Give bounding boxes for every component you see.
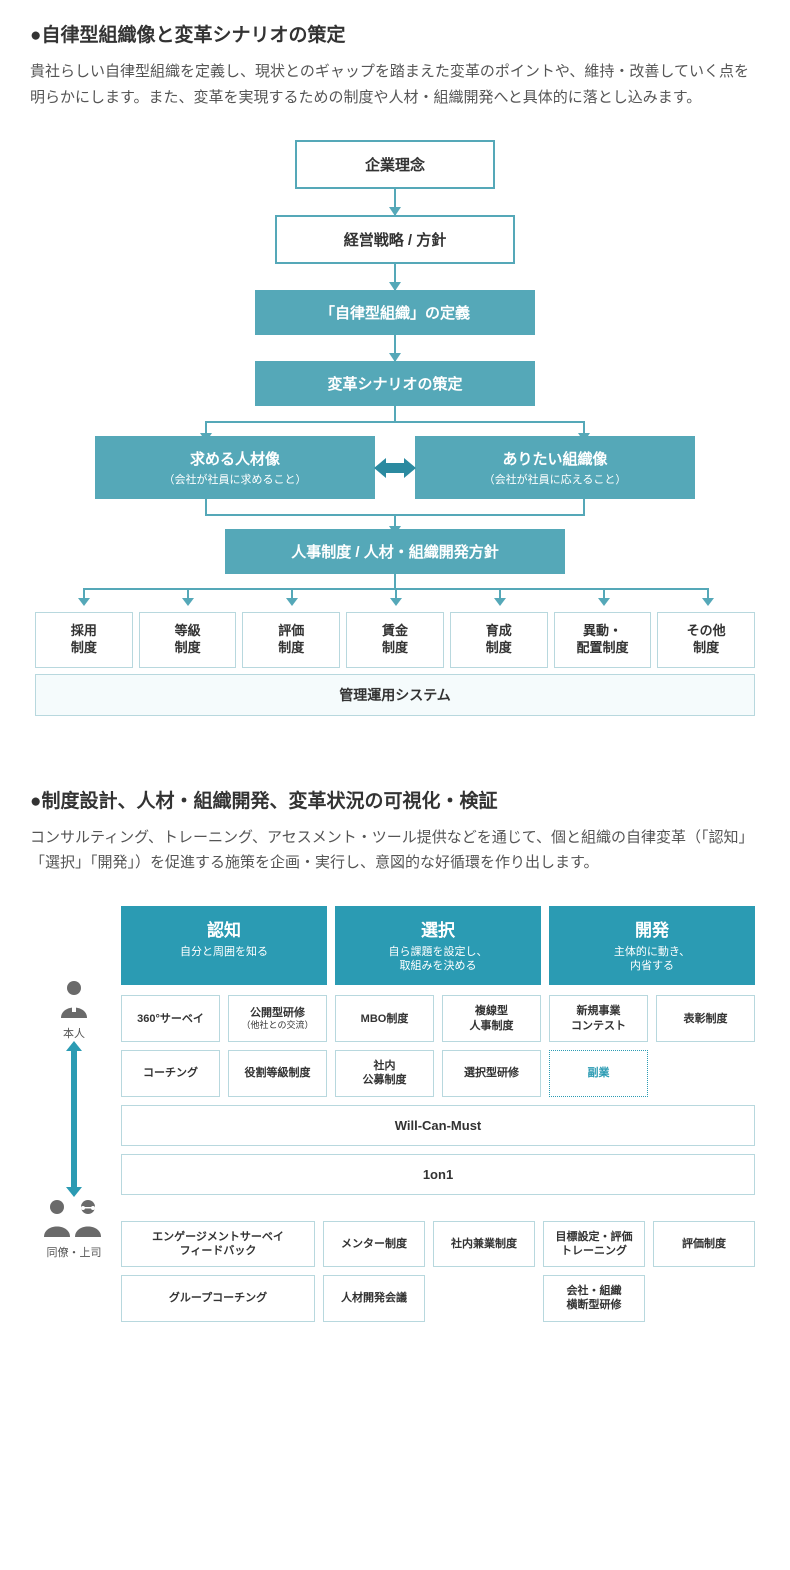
matrix-cell: 公開型研修（他社との交流） xyxy=(228,995,327,1042)
matrix-cell: 人材開発会議 xyxy=(323,1275,425,1322)
fc-node-sublabel: （会社が社員に応えること） xyxy=(425,471,685,487)
fc-fanout-connector xyxy=(35,574,755,606)
fc-mgmt-system: 管理運用システム xyxy=(35,674,755,716)
matrix-cell: 役割等級制度 xyxy=(228,1050,327,1097)
matrix-cell: 評価制度 xyxy=(653,1221,755,1268)
fc-node-label: ありたい組織像 xyxy=(502,451,607,468)
section1-title: ●自律型組織像と変革シナリオの策定 xyxy=(30,20,760,47)
matrix-header-cell: 認知自分と周囲を知る xyxy=(121,906,327,986)
fc-system-cell: 異動・配置制度 xyxy=(554,612,652,668)
matrix-cell: 社内兼業制度 xyxy=(433,1221,535,1268)
matrix-cell: メンター制度 xyxy=(323,1221,425,1268)
fc-arrow xyxy=(394,335,396,361)
fc-node-scenario: 変革シナリオの策定 xyxy=(255,361,535,406)
matrix-cell: エンゲージメントサーベイフィードバック xyxy=(121,1221,315,1268)
matrix-cell: 社内公募制度 xyxy=(335,1050,434,1097)
matrix-row: 360°サーベイ公開型研修（他社との交流）MBO制度複線型人事制度新規事業コンテ… xyxy=(121,995,755,1042)
matrix-header-cell: 選択自ら課題を設定し、取組みを決める xyxy=(335,906,541,986)
person-self-icon xyxy=(35,978,113,1023)
matrix-body: 360°サーベイ公開型研修（他社との交流）MBO制度複線型人事制度新規事業コンテ… xyxy=(121,995,755,1321)
matrix-cell: コーチング xyxy=(121,1050,220,1097)
label-peers: 同僚・上司 xyxy=(35,1244,113,1260)
fc-node-label: 求める人材像 xyxy=(190,451,280,468)
fc-systems-row: 採用制度等級制度評価制度賃金制度育成制度異動・配置制度その他制度 xyxy=(35,612,755,668)
fc-system-cell: 育成制度 xyxy=(450,612,548,668)
fc-arrow xyxy=(394,189,396,215)
fc-node-philosophy: 企業理念 xyxy=(295,140,495,189)
matrix-header-cell: 開発主体的に動き、内省する xyxy=(549,906,755,986)
matrix-cell: 表彰制度 xyxy=(656,995,755,1042)
fc-node-definition: 「自律型組織」の定義 xyxy=(255,290,535,335)
fc-node-org-vision: ありたい組織像 （会社が社員に応えること） xyxy=(415,436,695,499)
matrix-wide-row: 1on1 xyxy=(121,1154,755,1195)
matrix-cell: 新規事業コンテスト xyxy=(549,995,648,1042)
fc-node-hr-policy: 人事制度 / 人材・組織開発方針 xyxy=(225,529,565,574)
matrix-left-column: 本人 同僚・上司 xyxy=(35,978,113,1308)
section2-desc: コンサルティング、トレーニング、アセスメント・ツール提供などを通じて、個と組織の… xyxy=(30,825,760,876)
matrix-cell: 選択型研修 xyxy=(442,1050,541,1097)
bidirectional-arrow-icon xyxy=(374,456,416,485)
matrix-row: グループコーチング人材開発会議 会社・組織横断型研修 xyxy=(121,1275,755,1322)
flowchart-diagram: 企業理念 経営戦略 / 方針 「自律型組織」の定義 変革シナリオの策定 求める人… xyxy=(35,140,755,716)
fc-node-talent-profile: 求める人材像 （会社が社員に求めること） xyxy=(95,436,375,499)
matrix-cell: 360°サーベイ xyxy=(121,995,220,1042)
matrix-wide-row: Will-Can-Must xyxy=(121,1105,755,1146)
label-self: 本人 xyxy=(35,1025,113,1041)
fc-merge-connector xyxy=(35,499,755,529)
fc-node-sublabel: （会社が社員に求めること） xyxy=(105,471,365,487)
fc-split-connector xyxy=(35,406,755,436)
fc-system-cell: 等級制度 xyxy=(139,612,237,668)
section2-title: ●制度設計、人材・組織開発、変革状況の可視化・検証 xyxy=(30,786,760,813)
fc-system-cell: その他制度 xyxy=(657,612,755,668)
matrix-row: エンゲージメントサーベイフィードバックメンター制度社内兼業制度目標設定・評価トレ… xyxy=(121,1221,755,1268)
matrix-cell: 会社・組織横断型研修 xyxy=(543,1275,645,1322)
people-peers-icon xyxy=(35,1197,113,1242)
matrix-cell: グループコーチング xyxy=(121,1275,315,1322)
fc-node-strategy: 経営戦略 / 方針 xyxy=(275,215,515,264)
matrix-cell: 目標設定・評価トレーニング xyxy=(543,1221,645,1268)
fc-system-cell: 賃金制度 xyxy=(346,612,444,668)
matrix-cell: 副業 xyxy=(549,1050,648,1097)
matrix-header-row: 認知自分と周囲を知る選択自ら課題を設定し、取組みを決める開発主体的に動き、内省す… xyxy=(121,906,755,986)
section1-desc: 貴社らしい自律型組織を定義し、現状とのギャップを踏まえた変革のポイントや、維持・… xyxy=(30,59,760,110)
fc-arrow xyxy=(394,264,396,290)
matrix-diagram: 認知自分と周囲を知る選択自ら課題を設定し、取組みを決める開発主体的に動き、内省す… xyxy=(35,906,755,1322)
fc-system-cell: 評価制度 xyxy=(242,612,340,668)
vertical-bidirectional-arrow-icon xyxy=(71,1049,77,1189)
matrix-cell: 複線型人事制度 xyxy=(442,995,541,1042)
matrix-cell: MBO制度 xyxy=(335,995,434,1042)
matrix-row: コーチング役割等級制度社内公募制度選択型研修副業 xyxy=(121,1050,755,1097)
fc-system-cell: 採用制度 xyxy=(35,612,133,668)
